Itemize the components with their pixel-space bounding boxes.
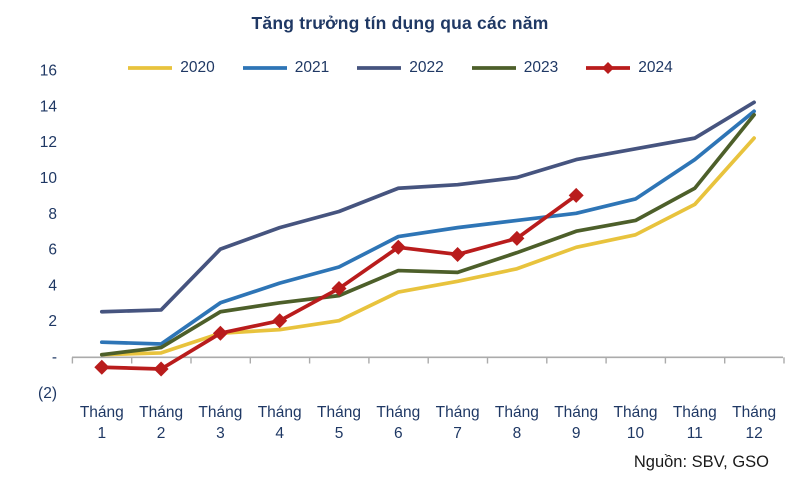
x-axis-label: Tháng 7: [436, 404, 480, 442]
legend-label-2020: 2020: [180, 59, 215, 76]
x-axis-label: Tháng 2: [139, 404, 183, 442]
series-line-2021: [99, 109, 756, 346]
x-axis-label: Tháng 5: [317, 404, 361, 442]
legend-swatch-2020: [128, 66, 173, 70]
data-point-marker-2024: [153, 361, 169, 377]
legend-item-2020: 2020: [127, 59, 215, 77]
legend-item-2024: 2024: [585, 59, 673, 77]
data-point-marker-2024: [509, 230, 525, 246]
chart-title: Tăng trưởng tín dụng qua các năm: [251, 13, 549, 33]
data-point-marker-2024: [331, 280, 347, 296]
legend-label-2023: 2023: [523, 59, 559, 76]
series-line-2023: [99, 112, 756, 357]
y-axis-label: 4: [48, 277, 57, 294]
x-axis-label: Tháng 9: [554, 404, 598, 442]
legend-swatch-2022: [357, 66, 402, 70]
legend-swatch-2021: [242, 66, 287, 70]
legend-swatch-2023: [471, 66, 516, 70]
series-line-2020: [99, 136, 756, 357]
series-line-2022: [99, 100, 756, 314]
y-axis-label: 10: [40, 170, 58, 187]
legend-item-2022: 2022: [356, 59, 444, 77]
data-point-marker-2024: [568, 187, 584, 203]
x-axis-label: Tháng 4: [258, 404, 302, 442]
data-point-marker-2024: [212, 325, 228, 341]
x-axis-label: Tháng 8: [495, 404, 539, 442]
x-axis-label: Tháng 12: [732, 404, 776, 442]
data-point-marker-2024: [450, 246, 466, 262]
data-point-marker-2024: [390, 239, 406, 255]
y-axis-label: 12: [40, 134, 57, 151]
y-axis-label: 8: [48, 206, 57, 223]
legend-label-2024: 2024: [638, 59, 673, 76]
x-axis-label: Tháng 1: [80, 404, 124, 442]
y-axis-label: 6: [48, 242, 57, 259]
x-axis-label: Tháng 10: [614, 404, 658, 442]
data-point-marker-2024: [272, 313, 288, 329]
y-axis-label: 2: [48, 313, 57, 330]
legend-label-2021: 2021: [294, 59, 330, 76]
y-axis-label: 16: [40, 63, 57, 80]
chart-legend: 2020 2021 2022 2023 2024: [0, 59, 800, 77]
x-axis-label: Tháng 6: [376, 404, 420, 442]
legend-item-2023: 2023: [471, 59, 558, 77]
legend-label-2022: 2022: [409, 59, 444, 76]
y-axis-label: 14: [40, 98, 58, 115]
data-point-marker-2024: [94, 359, 110, 375]
x-axis-label: Tháng 3: [198, 404, 242, 442]
y-axis-label: (2): [38, 385, 57, 402]
legend-swatch-2024: [586, 62, 631, 74]
x-axis-label: Tháng 11: [673, 404, 717, 442]
y-axis-label: -: [52, 349, 57, 366]
legend-item-2021: 2021: [242, 59, 329, 77]
source-note: Nguồn: SBV, GSO: [633, 453, 769, 471]
